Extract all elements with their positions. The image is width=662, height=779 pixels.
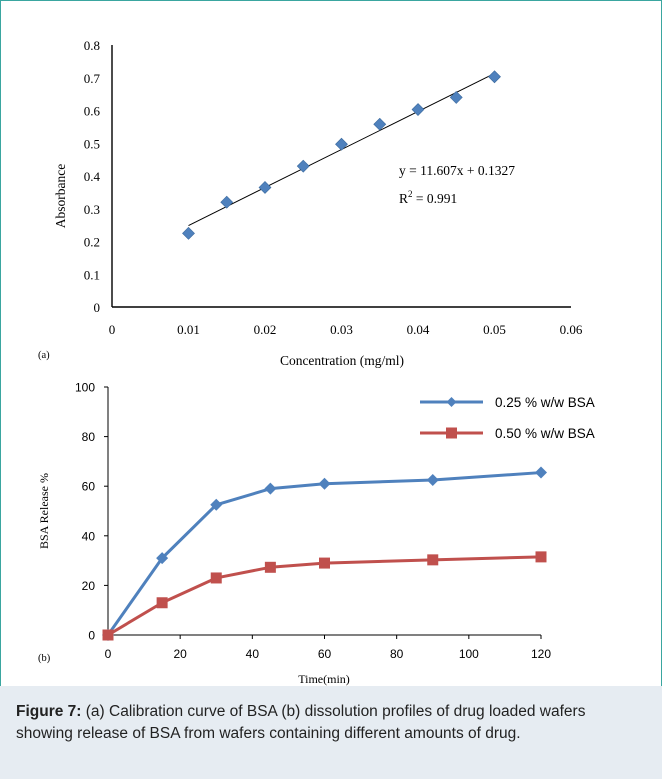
- calibration-x-tick-label: 0.06: [560, 322, 583, 337]
- legend-entry-label: 0.25 % w/w BSA: [495, 395, 595, 410]
- dissolution-y-tick-label: 100: [75, 381, 95, 395]
- calibration-y-axis-label: Absorbance: [53, 164, 68, 228]
- dissolution-series-point: [102, 629, 114, 641]
- dissolution-y-tick-label: 60: [82, 480, 96, 494]
- dissolution-series-point: [427, 554, 439, 566]
- dissolution-series-point: [535, 466, 547, 479]
- legend-swatch-marker: [446, 427, 457, 439]
- calibration-point: [182, 226, 195, 240]
- calibration-point: [220, 195, 234, 209]
- dissolution-y-tick-label: 0: [88, 629, 95, 643]
- dissolution-x-tick-label: 120: [531, 647, 551, 661]
- caption-label: Figure 7:: [16, 703, 82, 720]
- calibration-x-axis-label: Concentration (mg/ml): [280, 353, 404, 368]
- calibration-y-tick-label: 0.3: [84, 202, 100, 217]
- dissolution-series-point: [535, 551, 547, 563]
- dissolution-series-point: [426, 474, 439, 486]
- dissolution-series-point: [156, 552, 169, 565]
- calibration-point: [335, 137, 348, 151]
- calibration-y-tick-label: 0.1: [84, 267, 100, 282]
- calibration-point: [488, 70, 501, 84]
- calibration-points: [182, 70, 501, 240]
- dissolution-series-point: [264, 482, 277, 495]
- dissolution-x-tick-label: 80: [390, 647, 404, 661]
- calibration-y-tick-label: 0.4: [84, 169, 101, 184]
- calibration-point: [449, 90, 463, 104]
- calibration-equation: y = 11.607x + 0.1327: [399, 163, 515, 178]
- dissolution-series-line: [106, 471, 542, 636]
- dissolution-x-tick-label: 60: [318, 647, 332, 661]
- panel-label-b: (b): [38, 653, 51, 664]
- panel-label-a: (a): [38, 350, 50, 361]
- calibration-x-tick-label: 0: [109, 322, 116, 337]
- calibration-point: [296, 159, 310, 173]
- calibration-y-tick-label: 0.8: [84, 38, 100, 53]
- legend-swatch-marker: [446, 397, 457, 407]
- calibration-point: [411, 103, 425, 116]
- dissolution-x-tick-label: 0: [105, 647, 112, 661]
- calibration-point: [258, 181, 272, 194]
- dissolution-series-point: [318, 477, 331, 490]
- dissolution-x-tick-label: 40: [246, 647, 260, 661]
- legend-entry-label: 0.50 % w/w BSA: [495, 426, 595, 441]
- dissolution-y-tick-label: 20: [82, 579, 96, 593]
- calibration-x-tick-label: 0.03: [330, 322, 353, 337]
- calibration-y-tick-label: 0.7: [84, 71, 101, 86]
- caption-text: (a) Calibration curve of BSA (b) dissolu…: [16, 703, 586, 742]
- calibration-y-tick-label: 0.5: [84, 136, 100, 151]
- dissolution-x-tick-label: 100: [459, 647, 479, 661]
- figure-frame: 0 0.1 0.2 0.3 0.4 0.5 0.6 0.7 0.8 0 0.01 0.02 0.03 0…: [0, 0, 662, 688]
- dissolution-series-point: [210, 498, 223, 511]
- dissolution-legend: 0.25 % w/w BSA 0.50 % w/w BSA: [420, 395, 595, 441]
- dissolution-series-point: [264, 561, 276, 573]
- dissolution-series-line: [107, 555, 542, 637]
- calibration-point: [373, 117, 387, 131]
- calibration-y-tick-label: 0.2: [84, 235, 100, 250]
- dissolution-x-ticks: 0 20 40 60 80 100 120: [105, 635, 551, 661]
- dissolution-y-tick-label: 80: [82, 430, 96, 444]
- dissolution-chart: 0 20 40 60 80 100 0 20 40 60 80 100 120 0.25 % w/w …: [37, 381, 595, 687]
- dissolution-series-point: [319, 557, 330, 569]
- calibration-r2: R2 = 0.991: [399, 189, 457, 206]
- figure-caption: Figure 7: (a) Calibration curve of BSA (…: [0, 686, 662, 779]
- dissolution-series-point: [210, 572, 222, 584]
- calibration-y-tick-label: 0.6: [84, 104, 101, 119]
- dissolution-y-ticks: 0 20 40 60 80 100: [75, 381, 108, 643]
- calibration-x-tick-label: 0.05: [483, 322, 506, 337]
- dissolution-series-point: [156, 597, 168, 609]
- dissolution-series: [102, 466, 547, 641]
- calibration-y-tick-label: 0: [94, 300, 101, 315]
- calibration-chart: 00.10.20.30.40.50.60.70.8 0 0.01 0.02 0.03 0…: [38, 38, 583, 368]
- calibration-y-ticks: 0 0.1 0.2 0.3 0.4 0.5 0.6 0.7 0.8: [84, 38, 101, 315]
- dissolution-y-tick-label: 40: [82, 529, 96, 543]
- calibration-x-ticks: 0 0.01 0.02 0.03 0.04 0.05 0.06: [109, 322, 583, 337]
- calibration-x-tick-label: 0.04: [407, 322, 430, 337]
- calibration-x-tick-label: 0.02: [254, 322, 277, 337]
- dissolution-x-tick-label: 20: [173, 647, 187, 661]
- dissolution-x-axis-label: Time(min): [298, 672, 350, 686]
- dissolution-y-axis-label: BSA Release %: [37, 473, 51, 549]
- calibration-x-tick-label: 0.01: [177, 322, 200, 337]
- figure-canvas: 00.10.20.30.40.50.60.70.8 0 0.01 0.02 0.03 0…: [37, 38, 595, 687]
